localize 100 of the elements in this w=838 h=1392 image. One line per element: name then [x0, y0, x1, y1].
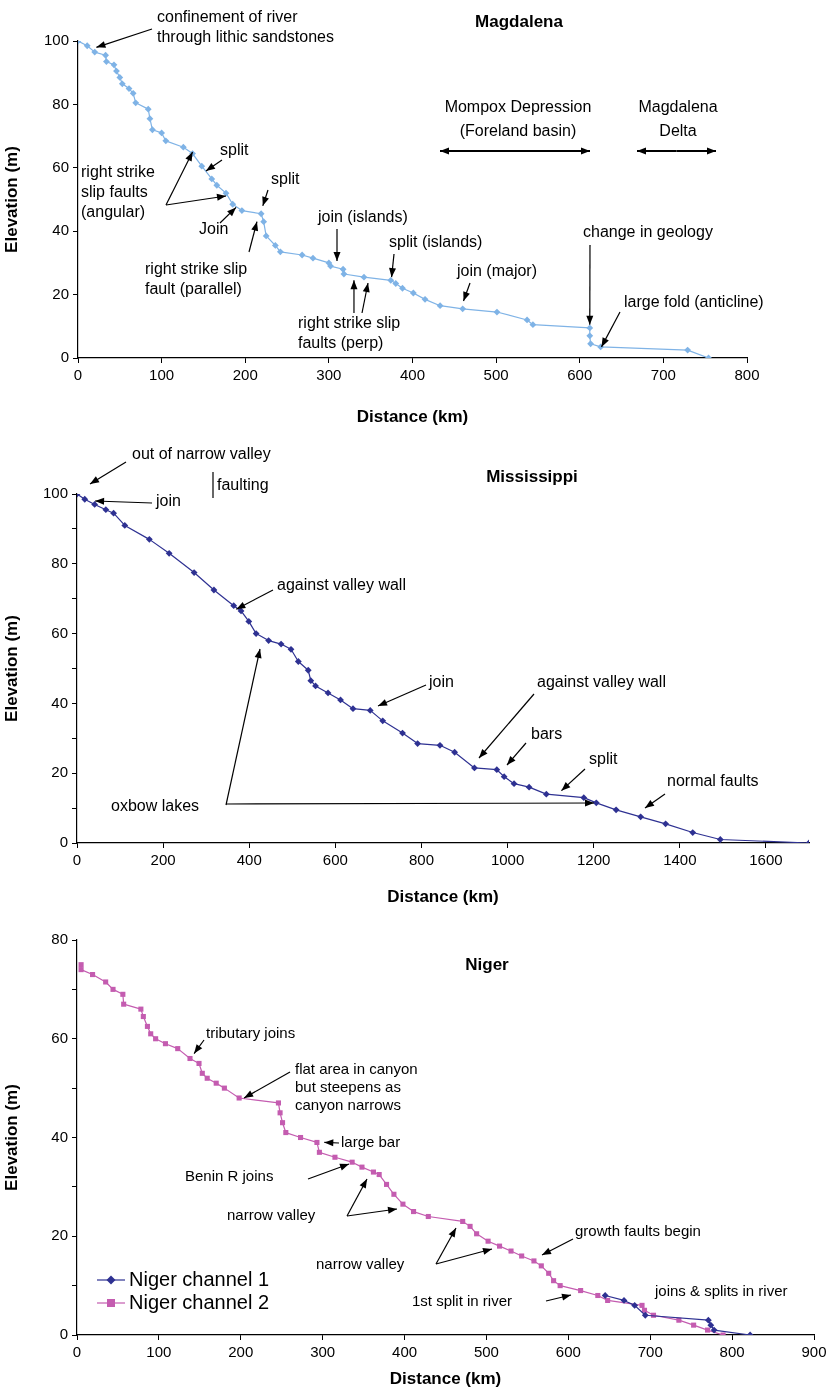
point: [409, 289, 417, 297]
annotation: change in geology: [583, 223, 713, 241]
point: [360, 273, 368, 281]
point: [179, 143, 187, 151]
y-tick-label: 80: [52, 94, 69, 112]
point: [78, 962, 84, 968]
point: [586, 324, 594, 332]
x-tick-label: 500: [483, 366, 509, 384]
point: [510, 780, 518, 788]
point: [149, 126, 156, 134]
point: [641, 1311, 649, 1319]
point: [459, 305, 467, 313]
text: Niger: [465, 954, 510, 974]
point: [314, 1139, 320, 1145]
point: [379, 717, 387, 725]
x-axis-title: Distance (km): [356, 407, 469, 427]
point: [175, 1046, 181, 1052]
point: [144, 105, 152, 113]
y-tick-label: 60: [52, 157, 69, 175]
x-tick-label: 700: [637, 1343, 663, 1361]
point: [144, 1023, 150, 1029]
point: [81, 495, 89, 503]
point: [245, 617, 253, 625]
annotation: normal faults: [667, 772, 759, 790]
annotation: join (islands): [317, 208, 408, 226]
annotation: Magdalena Delta: [638, 98, 718, 140]
point: [580, 794, 588, 802]
y-tick-label: 60: [51, 1028, 68, 1046]
point: [196, 1060, 202, 1066]
point: [271, 242, 279, 249]
chart-title: Mississippi: [486, 466, 578, 486]
x-tick-label: 100: [149, 366, 175, 384]
point: [90, 972, 96, 978]
point: [103, 58, 110, 66]
annotation: Benin R joins: [185, 1167, 274, 1185]
text: faulting: [217, 476, 269, 494]
point: [605, 1297, 611, 1303]
point: [529, 321, 537, 329]
point: [707, 1321, 715, 1329]
point: [391, 1191, 397, 1197]
point: [280, 1120, 286, 1126]
point: [436, 741, 444, 749]
point: [436, 302, 444, 310]
point: [252, 630, 260, 637]
x-tick-label: 500: [473, 1343, 499, 1361]
x-tick-label: 200: [228, 1343, 254, 1361]
point: [138, 1006, 144, 1012]
point: [236, 1095, 242, 1101]
y-tick-label: 100: [43, 31, 69, 49]
x-tick-label: 300: [316, 366, 342, 384]
point: [587, 340, 595, 348]
x-axis-title: Distance (km): [389, 1369, 502, 1389]
annotation: join (major): [456, 262, 538, 280]
x-tick-label: 400: [399, 366, 426, 384]
point: [307, 677, 315, 685]
point: [110, 509, 117, 517]
x-tick-label: 100: [146, 1343, 172, 1361]
point: [359, 1164, 365, 1170]
y-tick-label: 0: [59, 1325, 68, 1343]
y-tick-label: 40: [51, 1127, 68, 1145]
y-tick-label: 20: [51, 763, 68, 781]
annotation: tributary joins: [206, 1024, 296, 1042]
point: [710, 1326, 718, 1334]
point: [102, 506, 110, 514]
point: [631, 1301, 639, 1309]
point: [370, 1169, 376, 1175]
annotation: against valley wall: [537, 673, 666, 691]
point: [229, 200, 237, 208]
annotation: growth faults begin: [575, 1222, 701, 1240]
point: [113, 67, 120, 75]
point: [103, 979, 109, 985]
point: [213, 181, 221, 189]
point: [467, 1223, 473, 1229]
point: [238, 207, 246, 214]
point: [523, 316, 531, 324]
x-tick-label: 0: [72, 1343, 82, 1361]
point: [204, 1075, 210, 1081]
legend-label: Niger channel 1: [129, 1267, 270, 1290]
x-tick-label: 700: [650, 366, 676, 384]
point: [230, 602, 238, 610]
x-tick-label: 200: [150, 851, 176, 869]
y-axis-title: Elevation (m): [1, 1084, 21, 1191]
point: [121, 522, 129, 529]
y-tick-label: 0: [60, 348, 69, 366]
annotation: right strike slip faults (angular): [81, 163, 155, 221]
point: [213, 1080, 219, 1086]
point: [639, 1302, 645, 1308]
x-tick-label: 200: [232, 366, 258, 384]
point: [399, 284, 406, 292]
point: [332, 1154, 338, 1160]
point: [460, 1218, 466, 1224]
point: [689, 829, 697, 836]
annotation: flat area in canyon but steepens as canyon narrows: [295, 1060, 418, 1114]
y-tick-label: 20: [51, 1226, 68, 1244]
point: [546, 1270, 552, 1276]
point: [298, 1134, 304, 1141]
y-tick-label: 20: [52, 284, 69, 302]
point: [471, 764, 478, 772]
x-tick-label: 300: [310, 1343, 336, 1361]
point: [276, 248, 284, 256]
